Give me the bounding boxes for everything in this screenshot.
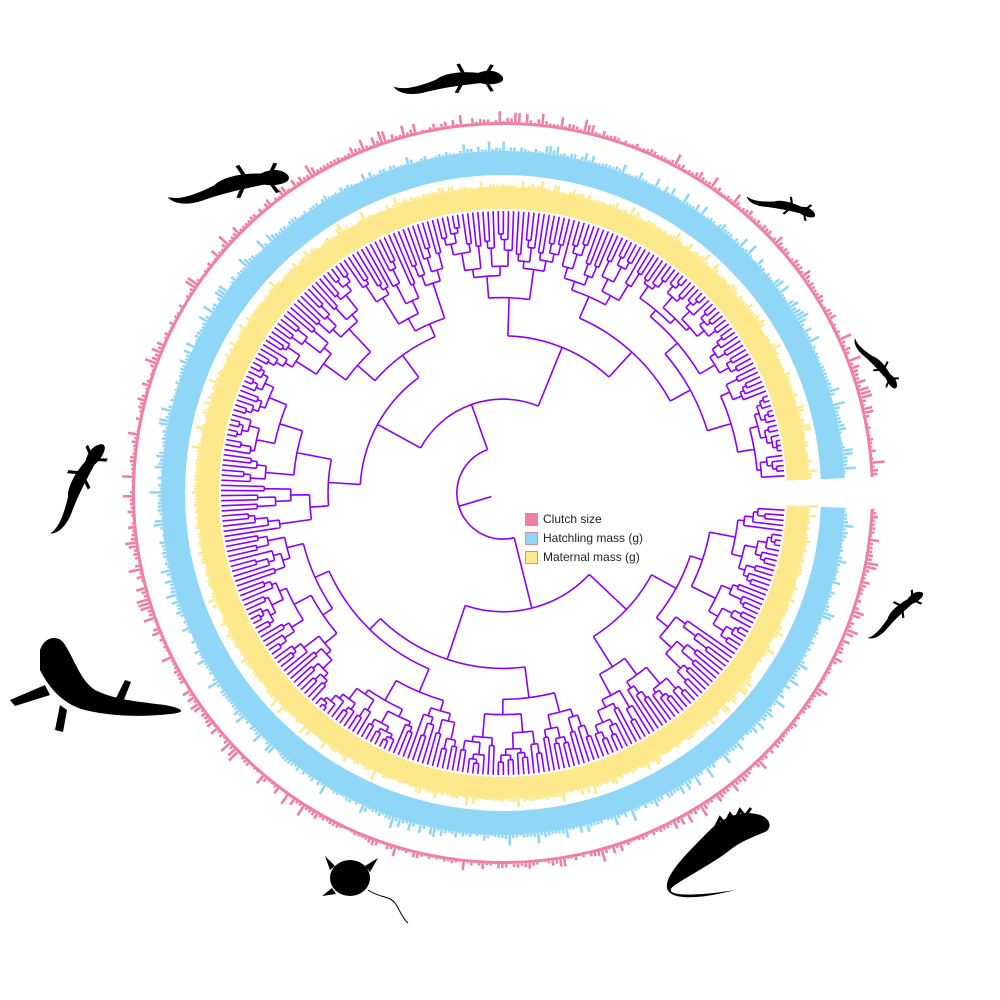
skink-silhouette [167,162,289,204]
small-lizard-silhouette [867,589,924,639]
gecko-silhouette [854,338,900,389]
hatchling-mass-ring [149,141,857,846]
legend-item-clutch-size: Clutch size [525,510,643,529]
clutch-size-ring [122,111,885,871]
legend-label: Clutch size [543,512,602,526]
climbing-lizard-silhouette [50,444,108,534]
lizard-top-silhouette [393,63,504,95]
legend-swatch [525,532,538,545]
iguana-silhouette [666,807,770,898]
legend-swatch [525,513,538,526]
legend-item-hatchling-mass: Hatchling mass (g) [525,529,643,548]
legend-label: Hatchling mass (g) [543,531,644,545]
monitor-lizard-silhouette [10,638,182,732]
legend-label: Maternal mass (g) [543,550,640,564]
silhouettes [10,63,924,924]
legend-swatch [525,551,538,564]
phylogenetic-tree [220,210,785,776]
horned-lizard-silhouette [322,856,409,924]
trait-rings [122,111,885,871]
maternal-mass-ring [191,180,818,808]
legend-item-maternal-mass: Maternal mass (g) [525,548,643,567]
anole-silhouette [746,196,816,222]
tree-branches [220,210,785,776]
legend: Clutch size Hatchling mass (g) Maternal … [525,510,643,567]
